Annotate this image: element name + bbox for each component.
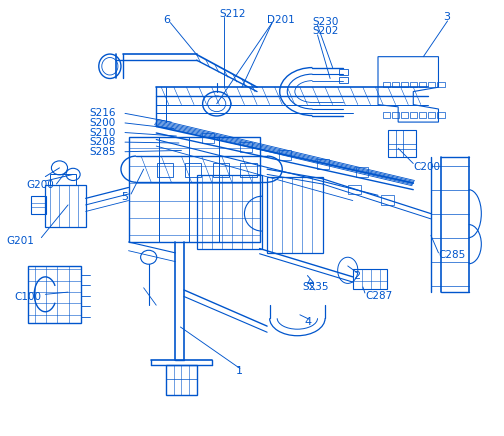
- Text: 3: 3: [444, 13, 451, 22]
- Bar: [202, 133, 214, 143]
- Text: C285: C285: [438, 250, 466, 260]
- Text: C200: C200: [413, 162, 440, 171]
- Text: 2: 2: [353, 271, 360, 280]
- Text: S216: S216: [90, 109, 116, 118]
- Text: D201: D201: [267, 15, 295, 24]
- Bar: [392, 112, 399, 118]
- Bar: [240, 142, 252, 152]
- Bar: [240, 164, 257, 177]
- Bar: [353, 269, 387, 289]
- Bar: [437, 112, 445, 118]
- Text: 4: 4: [305, 317, 312, 327]
- Bar: [339, 77, 348, 83]
- Bar: [410, 112, 417, 118]
- Bar: [410, 82, 417, 87]
- Text: S210: S210: [90, 128, 116, 137]
- Bar: [213, 164, 229, 177]
- Bar: [401, 112, 408, 118]
- Text: C100: C100: [14, 293, 41, 302]
- Bar: [157, 164, 173, 177]
- Text: S285: S285: [90, 147, 116, 157]
- Bar: [318, 159, 330, 169]
- Bar: [383, 82, 390, 87]
- Bar: [267, 177, 323, 253]
- Text: 1: 1: [236, 367, 243, 376]
- Bar: [392, 82, 399, 87]
- Text: S202: S202: [312, 27, 339, 36]
- Bar: [28, 266, 81, 323]
- Text: 5: 5: [121, 192, 129, 202]
- Bar: [31, 196, 46, 214]
- Bar: [197, 175, 262, 249]
- Bar: [428, 82, 435, 87]
- Bar: [419, 82, 426, 87]
- Text: C287: C287: [365, 291, 392, 300]
- Bar: [401, 82, 408, 87]
- Text: G200: G200: [26, 181, 54, 190]
- Bar: [428, 112, 435, 118]
- Bar: [419, 112, 426, 118]
- Text: 6: 6: [163, 15, 170, 24]
- Bar: [166, 365, 197, 395]
- Bar: [50, 174, 76, 185]
- Bar: [279, 150, 291, 160]
- Text: S212: S212: [219, 9, 246, 19]
- Bar: [381, 195, 394, 205]
- Bar: [437, 82, 445, 87]
- Bar: [348, 185, 361, 194]
- Text: G201: G201: [6, 236, 34, 245]
- Text: S208: S208: [90, 137, 116, 147]
- Text: S230: S230: [312, 17, 339, 27]
- Bar: [185, 164, 201, 177]
- Text: S235: S235: [302, 282, 329, 292]
- Bar: [129, 137, 260, 242]
- Text: S200: S200: [90, 118, 116, 128]
- Bar: [383, 112, 390, 118]
- Bar: [388, 130, 416, 157]
- Bar: [356, 167, 368, 177]
- Bar: [339, 69, 348, 75]
- Bar: [45, 185, 86, 227]
